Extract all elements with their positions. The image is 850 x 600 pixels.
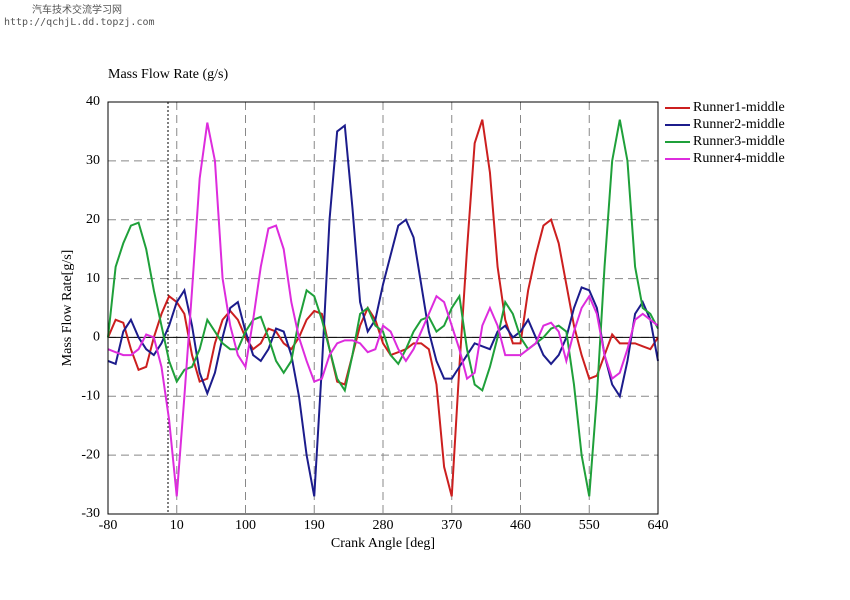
x-tick-label: 190	[304, 518, 325, 533]
legend-label: Runner4-middle	[693, 151, 785, 166]
y-tick-label: 10	[86, 271, 100, 286]
x-tick-label: 370	[441, 518, 462, 533]
x-tick-label: 10	[170, 518, 184, 533]
y-axis-label: Mass Flow Rate[g/s]	[60, 250, 75, 367]
x-tick-label: 280	[373, 518, 394, 533]
y-tick-label: -30	[81, 506, 100, 521]
y-tick-label: 30	[86, 153, 100, 168]
y-tick-label: 40	[86, 94, 100, 109]
y-tick-label: 0	[93, 330, 100, 345]
y-tick-label: -20	[81, 447, 100, 462]
x-tick-label: 550	[579, 518, 600, 533]
series-line	[107, 119, 659, 497]
x-tick-label: 100	[235, 518, 256, 533]
watermark-url: http://qchjL.dd.topzj.com	[4, 17, 155, 28]
legend-label: Runner3-middle	[693, 134, 785, 149]
x-tick-label: -80	[99, 518, 118, 533]
y-tick-label: -10	[81, 389, 100, 404]
x-axis-label: Crank Angle [deg]	[331, 536, 435, 551]
x-tick-label: 460	[510, 518, 531, 533]
plot-frame	[107, 101, 659, 515]
legend-label: Runner2-middle	[693, 117, 785, 132]
x-tick-label: 640	[648, 518, 669, 533]
y-tick-label: 20	[86, 212, 100, 227]
watermark-site: 汽车技术交流学习网	[32, 3, 122, 16]
chart-title: Mass Flow Rate (g/s)	[108, 67, 229, 82]
series-line	[107, 122, 659, 497]
legend-label: Runner1-middle	[693, 100, 785, 115]
series-line	[107, 119, 659, 497]
